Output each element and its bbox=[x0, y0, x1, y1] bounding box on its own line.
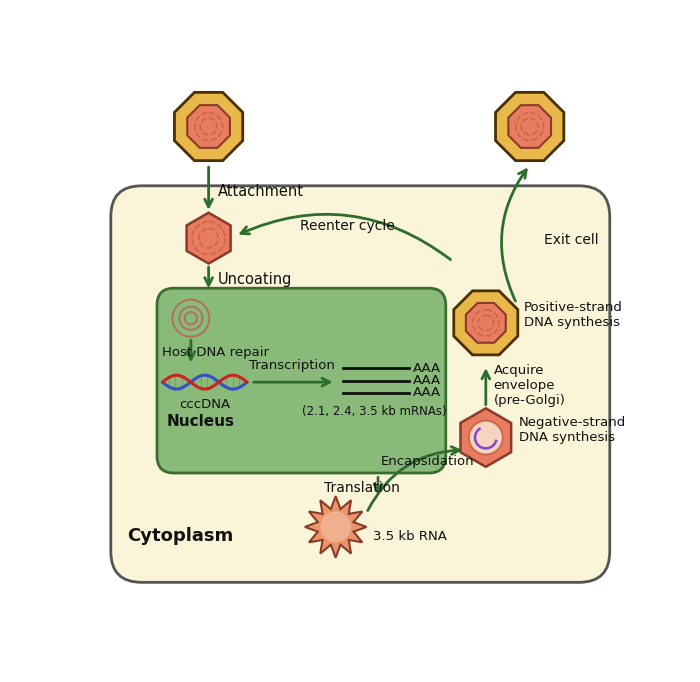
Circle shape bbox=[469, 421, 503, 454]
Text: 3.5 kb RNA: 3.5 kb RNA bbox=[372, 530, 447, 543]
Text: Nucleus: Nucleus bbox=[167, 415, 235, 430]
Polygon shape bbox=[187, 213, 230, 263]
Polygon shape bbox=[508, 105, 551, 148]
Text: Attachment: Attachment bbox=[218, 183, 304, 198]
Text: Positive-strand
DNA synthesis: Positive-strand DNA synthesis bbox=[524, 301, 622, 329]
Polygon shape bbox=[454, 291, 518, 355]
Text: AAA: AAA bbox=[413, 361, 441, 375]
Polygon shape bbox=[496, 92, 564, 161]
Polygon shape bbox=[461, 409, 511, 467]
Polygon shape bbox=[466, 303, 505, 343]
Text: Exit cell: Exit cell bbox=[543, 233, 598, 247]
Text: AAA: AAA bbox=[413, 374, 441, 387]
Text: Encapsidation: Encapsidation bbox=[382, 456, 475, 469]
Text: Cytoplasm: Cytoplasm bbox=[127, 527, 233, 545]
Text: Acquire
envelope
(pre-Golgi): Acquire envelope (pre-Golgi) bbox=[494, 364, 566, 407]
Polygon shape bbox=[188, 105, 230, 148]
Text: AAA: AAA bbox=[413, 387, 441, 400]
Text: Uncoating: Uncoating bbox=[218, 272, 292, 287]
FancyBboxPatch shape bbox=[157, 288, 446, 473]
Polygon shape bbox=[305, 496, 367, 558]
Text: Transcription: Transcription bbox=[248, 359, 335, 372]
Circle shape bbox=[321, 512, 351, 542]
FancyBboxPatch shape bbox=[111, 186, 610, 582]
Polygon shape bbox=[174, 92, 243, 161]
Text: (2.1, 2.4, 3.5 kb mRNAs): (2.1, 2.4, 3.5 kb mRNAs) bbox=[302, 405, 447, 418]
Text: cccDNA: cccDNA bbox=[179, 398, 230, 411]
Text: Translation: Translation bbox=[324, 481, 400, 494]
Text: Host DNA repair: Host DNA repair bbox=[162, 346, 270, 359]
Text: Reenter cycle: Reenter cycle bbox=[300, 219, 395, 233]
Text: Negative-strand
DNA synthesis: Negative-strand DNA synthesis bbox=[519, 416, 626, 444]
